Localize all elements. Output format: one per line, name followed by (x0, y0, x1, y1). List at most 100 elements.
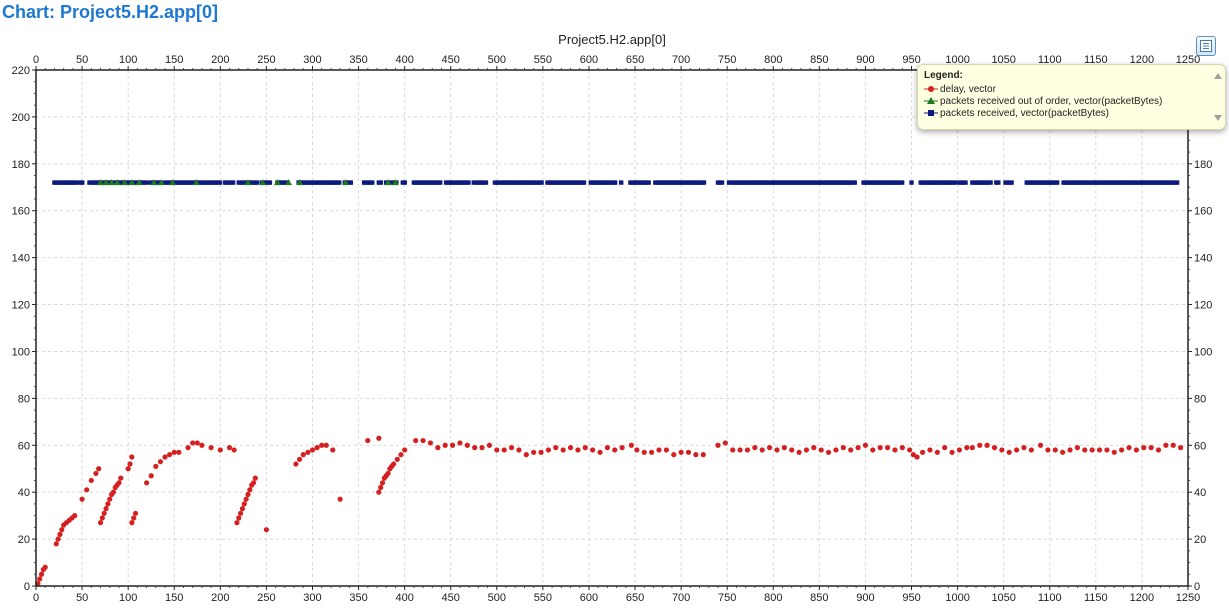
x-tick-label-top: 900 (856, 54, 874, 66)
x-tick-label-bottom: 600 (580, 592, 598, 604)
series-packets-out-of-order (97, 179, 399, 186)
data-point-delay (575, 447, 581, 453)
data-point-delay (956, 447, 963, 453)
data-point-delay (101, 510, 107, 516)
data-point-delay (1067, 447, 1073, 453)
legend-list-icon (1200, 40, 1212, 52)
x-tick-label-bottom: 1000 (945, 592, 969, 604)
data-point-delay (1028, 447, 1034, 453)
data-point-delay (1052, 447, 1058, 453)
data-point-delay (157, 459, 164, 465)
data-point-delay (250, 480, 257, 486)
data-point-received (852, 180, 857, 185)
data-point-delay (649, 449, 655, 455)
legend-item-received: packets received, vector(packetBytes) (924, 107, 1225, 119)
data-point-received (1174, 180, 1180, 185)
data-point-delay (619, 445, 625, 451)
legend-item-out-of-order: packets received out of order, vector(pa… (924, 95, 1225, 107)
x-tick-label-top: 0 (33, 54, 39, 66)
plot-area (36, 70, 1188, 586)
legend-marker-circle (924, 86, 938, 92)
data-point-delay (582, 445, 588, 451)
data-point-delay (402, 447, 408, 453)
data-point-delay (700, 452, 706, 458)
scroll-up-icon[interactable] (1214, 73, 1222, 79)
data-point-delay (1178, 445, 1184, 451)
data-point-delay (97, 520, 104, 526)
data-point-delay (237, 510, 244, 516)
data-point-delay (803, 447, 810, 453)
data-point-received (402, 180, 408, 185)
x-tick-label-bottom: 450 (442, 592, 460, 604)
data-point-delay (479, 445, 485, 451)
data-point-delay (107, 496, 113, 502)
data-point-delay (252, 475, 258, 481)
data-point-out-of-order (285, 179, 293, 186)
x-tick-label-bottom: 1150 (1084, 592, 1108, 604)
data-point-delay (685, 449, 692, 455)
data-point-delay (1148, 445, 1154, 451)
data-point-delay (892, 447, 898, 453)
data-point-delay (774, 447, 780, 453)
x-tick-label-bottom: 950 (902, 592, 920, 604)
data-point-received (619, 180, 624, 185)
data-point-delay (538, 449, 544, 455)
data-point-received (646, 180, 651, 185)
data-point-delay (722, 440, 728, 446)
x-tick-label-top: 50 (76, 54, 88, 66)
data-point-delay (57, 531, 63, 538)
x-tick-label-top: 1050 (991, 54, 1015, 66)
x-tick-label-top: 950 (902, 54, 920, 66)
data-point-delay (1133, 447, 1139, 453)
data-point-delay (634, 447, 640, 453)
data-point-delay (999, 447, 1005, 453)
data-point-received (701, 180, 707, 185)
data-point-delay (376, 435, 382, 441)
data-point-delay (110, 489, 117, 495)
data-point-delay (53, 541, 59, 547)
data-point-delay (1013, 447, 1020, 453)
data-point-delay (907, 447, 913, 453)
y-tick-label-right: 180 (1194, 159, 1212, 171)
data-point-delay (132, 510, 139, 516)
data-point-received (144, 180, 149, 185)
x-tick-label-top: 700 (672, 54, 690, 66)
legend-toggle-button[interactable] (1196, 36, 1216, 56)
data-point-delay (176, 449, 182, 455)
x-tick-label-bottom: 250 (257, 592, 275, 604)
data-point-received (581, 180, 587, 185)
data-point-delay (1170, 442, 1176, 448)
data-point-delay (162, 454, 168, 460)
data-point-delay (818, 447, 824, 453)
data-point-delay (877, 445, 883, 451)
data-point-delay (825, 449, 832, 455)
x-tick-label-top: 550 (534, 54, 552, 66)
data-point-delay (449, 442, 456, 448)
data-point-delay (789, 447, 795, 453)
data-point-delay (737, 447, 743, 453)
data-point-delay (38, 571, 45, 577)
data-point-delay (567, 445, 574, 451)
x-tick-label-bottom: 0 (33, 592, 39, 604)
data-point-delay (1119, 447, 1125, 453)
data-point-delay (927, 447, 933, 453)
data-point-delay (93, 470, 99, 477)
data-point-delay (833, 447, 839, 453)
data-point-out-of-order (97, 179, 105, 186)
x-tick-label-top: 1100 (1038, 54, 1062, 66)
data-point-delay (678, 449, 684, 455)
data-point-delay (427, 440, 434, 446)
data-point-received (378, 180, 384, 185)
data-point-delay (236, 515, 242, 521)
data-point-delay (435, 445, 441, 451)
x-tick-label-bottom: 100 (119, 592, 137, 604)
legend-scrollbar[interactable] (1213, 69, 1223, 125)
data-point-out-of-order (120, 179, 128, 186)
scroll-down-icon[interactable] (1214, 115, 1222, 121)
data-point-received (438, 180, 443, 185)
data-point-delay (323, 442, 329, 448)
data-point-delay (899, 445, 905, 451)
legend-item-label: packets received, vector(packetBytes) (940, 107, 1109, 119)
data-point-delay (199, 442, 205, 448)
y-tick-label-left: 220 (12, 65, 30, 77)
